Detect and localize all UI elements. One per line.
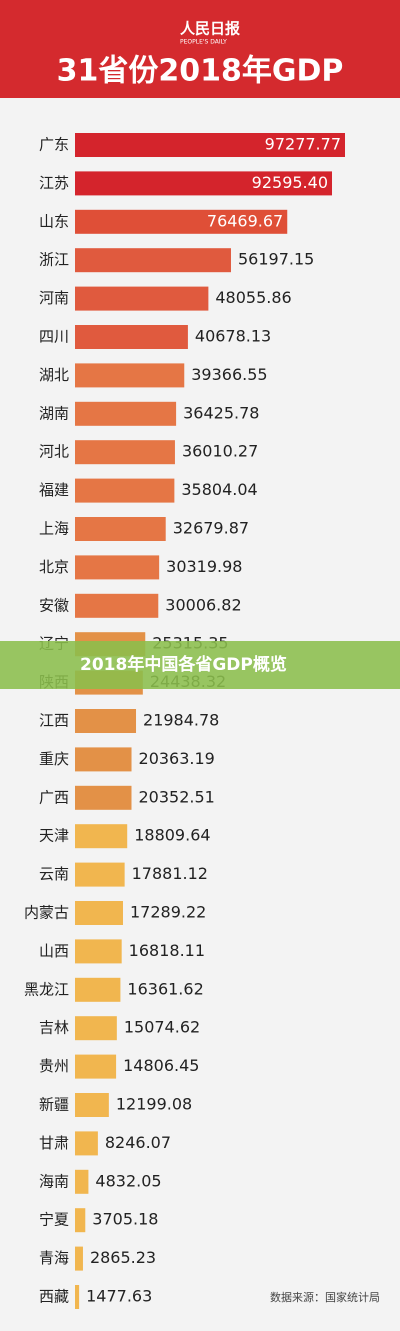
category-label: 广西 <box>39 788 69 806</box>
value-label: 8246.07 <box>105 1133 171 1152</box>
category-label: 重庆 <box>39 750 69 768</box>
value-label: 30319.98 <box>166 557 242 576</box>
bar <box>75 325 188 349</box>
bar <box>75 824 128 849</box>
category-label: 宁夏 <box>39 1211 69 1229</box>
category-label: 云南 <box>39 865 69 883</box>
bar <box>75 286 209 311</box>
source: 数据来源：国家统计局 <box>270 1290 380 1304</box>
category-label: 内蒙古 <box>24 904 69 922</box>
category-label: 湖南 <box>39 404 69 422</box>
category-label: 新疆 <box>39 1096 69 1114</box>
value-label: 36010.27 <box>182 442 258 461</box>
bar <box>75 171 333 196</box>
value-label: 17881.12 <box>132 864 208 883</box>
category-label: 江苏 <box>39 174 69 192</box>
value-label: 16818.11 <box>129 941 205 960</box>
value-label: 40678.13 <box>195 327 271 346</box>
bar <box>75 440 175 465</box>
category-label: 湖北 <box>39 366 69 384</box>
bar <box>75 977 121 1002</box>
logo-en: PEOPLE'S DAILY <box>180 39 227 46</box>
bar <box>75 1131 98 1156</box>
category-label: 山东 <box>39 212 69 230</box>
bar <box>75 517 166 541</box>
value-label: 20363.19 <box>139 749 215 768</box>
category-label: 西藏 <box>39 1288 69 1306</box>
category-label: 黑龙江 <box>24 980 69 998</box>
category-label: 山西 <box>39 942 69 960</box>
value-label: 30006.82 <box>165 595 241 614</box>
bar <box>75 1169 89 1194</box>
bar <box>75 1285 80 1309</box>
value-label: 20352.51 <box>138 787 214 806</box>
category-label: 江西 <box>39 712 69 730</box>
value-label: 76469.67 <box>207 211 283 230</box>
category-label: 贵州 <box>39 1057 69 1075</box>
value-label: 36425.78 <box>183 403 259 422</box>
bar <box>75 939 122 964</box>
value-label: 16361.62 <box>127 979 203 998</box>
value-label: 32679.87 <box>173 519 249 538</box>
value-label: 15074.62 <box>124 1018 200 1037</box>
category-label: 浙江 <box>39 251 69 269</box>
value-label: 18809.64 <box>134 826 210 845</box>
bar <box>75 1054 117 1079</box>
bar <box>75 709 137 733</box>
category-label: 河南 <box>39 289 69 307</box>
bar <box>75 248 231 273</box>
bar <box>75 747 132 772</box>
value-label: 21984.78 <box>143 711 219 730</box>
value-label: 39366.55 <box>191 365 267 384</box>
bar <box>75 785 132 810</box>
chart-title: 31省份2018年GDP <box>57 54 344 89</box>
banner: 2018年中国各省GDP概览 <box>0 641 400 689</box>
bar <box>75 478 175 503</box>
category-label: 青海 <box>39 1249 69 1267</box>
category-label: 广东 <box>39 136 69 154</box>
bar <box>75 1246 83 1271</box>
category-label: 海南 <box>39 1172 69 1190</box>
category-label: 甘肃 <box>39 1134 69 1152</box>
category-label: 四川 <box>39 328 69 346</box>
value-label: 48055.86 <box>215 288 291 307</box>
bar <box>75 1016 117 1041</box>
value-label: 2865.23 <box>90 1248 156 1267</box>
category-label: 吉林 <box>39 1019 69 1037</box>
category-label: 北京 <box>39 558 69 576</box>
bar <box>75 901 123 925</box>
bar <box>75 1208 86 1233</box>
category-label: 河北 <box>39 443 69 461</box>
value-label: 97277.77 <box>265 135 341 154</box>
category-label: 安徽 <box>39 596 69 614</box>
header-bg <box>0 0 400 98</box>
bar <box>75 209 288 234</box>
bar <box>75 555 160 580</box>
category-label: 天津 <box>39 827 69 845</box>
value-label: 56197.15 <box>238 250 314 269</box>
value-label: 17289.22 <box>130 903 206 922</box>
logo: 人民日报 <box>180 20 240 38</box>
bar <box>75 593 159 618</box>
bar <box>75 1093 109 1117</box>
category-label: 福建 <box>39 481 69 499</box>
category-label: 上海 <box>39 520 69 538</box>
value-label: 4832.05 <box>95 1171 161 1190</box>
bar <box>75 363 185 388</box>
bar <box>75 401 177 426</box>
value-label: 35804.04 <box>181 480 257 499</box>
value-label: 12199.08 <box>116 1095 192 1114</box>
value-label: 3705.18 <box>92 1210 158 1229</box>
bar <box>75 862 125 887</box>
value-label: 92595.40 <box>252 173 328 192</box>
value-label: 14806.45 <box>123 1056 199 1075</box>
bar <box>75 133 345 157</box>
value-label: 1477.63 <box>86 1287 152 1306</box>
